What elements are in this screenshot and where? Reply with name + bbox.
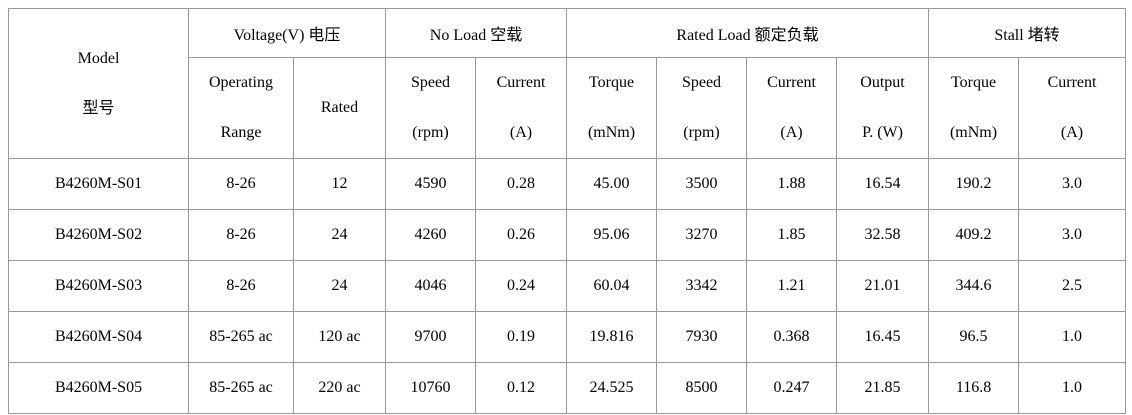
data-row: B4260M-S04 85-265 ac 120 ac 9700 0.19 19.816 7…: [8, 311, 1127, 363]
subheader: Current (A): [1018, 57, 1127, 159]
data-cell: 1.0: [1018, 311, 1127, 363]
cell-line: (A): [509, 124, 533, 141]
data-row: B4260M-S01 8-26 12 4590 0.28 45.00 3500 1.88 16.…: [8, 158, 1127, 210]
data-cell: 10760: [385, 362, 476, 414]
cell-line: Rated: [320, 99, 359, 116]
data-cell: 21.01: [835, 260, 930, 312]
cell-line: (rpm): [412, 124, 449, 141]
data-cell: B4260M-S01: [8, 158, 189, 210]
data-cell: 60.04: [566, 260, 657, 312]
data-cell: 16.45: [835, 311, 930, 363]
data-cell: 96.5: [928, 311, 1020, 363]
cell-line: Model: [77, 49, 120, 67]
cell-line: (mNm): [949, 124, 998, 141]
data-cell: 0.368: [746, 311, 837, 363]
subheader: Current (A): [746, 57, 837, 159]
cell-line: Torque: [588, 74, 635, 91]
data-cell: 24: [293, 209, 386, 261]
cell-line: (A): [1060, 124, 1084, 141]
data-cell: 85-265 ac: [188, 362, 294, 414]
cell-line: (rpm): [683, 124, 720, 141]
data-cell: 45.00: [566, 158, 657, 210]
cell-line: Operating: [209, 74, 273, 91]
cell-line: Speed: [410, 74, 451, 91]
cell-line: Speed: [681, 74, 722, 91]
cell-line: Current: [1047, 74, 1097, 91]
cell-line: Current: [767, 74, 816, 91]
header-row: Model 型号 Voltage(V) 电压 No Load 空载 Rated Load…: [8, 8, 1127, 159]
group-header: Rated Load 额定负载: [565, 8, 930, 58]
cell-line: Current: [496, 74, 546, 91]
group-header: No Load 空载: [385, 8, 567, 58]
data-cell: 3500: [656, 158, 747, 210]
data-cell: 1.88: [746, 158, 837, 210]
cell-line: 型号: [82, 99, 115, 117]
data-cell: 8-26: [188, 158, 294, 210]
data-cell: 19.816: [566, 311, 657, 363]
data-cell: 3.0: [1018, 158, 1127, 210]
data-cell: 120 ac: [293, 311, 386, 363]
subheader: Output P. (W): [835, 57, 930, 159]
data-cell: B4260M-S03: [8, 260, 189, 312]
subheader: Speed (rpm): [385, 57, 476, 159]
data-row: B4260M-S02 8-26 24 4260 0.26 95.06 3270 1.85 32.…: [8, 209, 1127, 261]
data-cell: 8-26: [188, 260, 294, 312]
subheader: Rated: [293, 57, 386, 159]
data-cell: 8500: [656, 362, 747, 414]
group-header: Voltage(V) 电压: [188, 8, 386, 58]
cell-line: P. (W): [862, 124, 903, 141]
data-cell: 2.5: [1018, 260, 1127, 312]
data-cell: 0.26: [475, 209, 567, 261]
data-cell: 0.247: [746, 362, 837, 414]
data-cell: 32.58: [835, 209, 930, 261]
data-cell: 0.28: [475, 158, 567, 210]
data-cell: 3342: [656, 260, 747, 312]
model-header: Model 型号: [8, 8, 189, 159]
spec-table: Model 型号 Voltage(V) 电压 No Load 空载 Rated Load…: [8, 8, 1127, 414]
data-cell: 1.21: [746, 260, 837, 312]
subheader: Operating Range: [188, 57, 294, 159]
data-cell: 4590: [385, 158, 476, 210]
data-cell: 1.0: [1018, 362, 1127, 414]
data-cell: 21.85: [835, 362, 930, 414]
cell-line: (mNm): [587, 124, 636, 141]
data-cell: 220 ac: [293, 362, 386, 414]
data-cell: 116.8: [928, 362, 1020, 414]
data-cell: 7930: [656, 311, 747, 363]
data-cell: 85-265 ac: [188, 311, 294, 363]
data-cell: 8-26: [188, 209, 294, 261]
data-cell: 190.2: [928, 158, 1020, 210]
cell-line: Output: [860, 74, 905, 91]
data-cell: 3270: [656, 209, 747, 261]
data-cell: 3.0: [1018, 209, 1127, 261]
data-cell: 344.6: [928, 260, 1020, 312]
data-cell: 24.525: [566, 362, 657, 414]
data-cell: 24: [293, 260, 386, 312]
data-cell: 409.2: [928, 209, 1020, 261]
subheader: Speed (rpm): [656, 57, 747, 159]
data-cell: 95.06: [566, 209, 657, 261]
data-cell: B4260M-S02: [8, 209, 189, 261]
data-cell: B4260M-S05: [8, 362, 189, 414]
subheader: Torque (mNm): [928, 57, 1020, 159]
data-row: B4260M-S05 85-265 ac 220 ac 10760 0.12 24.525…: [8, 362, 1127, 414]
data-cell: 12: [293, 158, 386, 210]
data-row: B4260M-S03 8-26 24 4046 0.24 60.04 3342 1.21 21.…: [8, 260, 1127, 312]
data-cell: 1.85: [746, 209, 837, 261]
data-cell: 4046: [385, 260, 476, 312]
cell-line: (A): [780, 124, 803, 141]
data-cell: 0.24: [475, 260, 567, 312]
cell-line: Range: [220, 124, 262, 141]
data-cell: 0.12: [475, 362, 567, 414]
data-cell: 4260: [385, 209, 476, 261]
data-cell: 9700: [385, 311, 476, 363]
data-cell: B4260M-S04: [8, 311, 189, 363]
subheader: Current (A): [475, 57, 567, 159]
cell-line: Torque: [950, 74, 997, 91]
data-cell: 0.19: [475, 311, 567, 363]
subheader: Torque (mNm): [566, 57, 657, 159]
data-cell: 16.54: [835, 158, 930, 210]
subheader-row: Operating Range Rated Speed (rpm) Current (A) T…: [9, 57, 1127, 159]
group-header: Stall 堵转: [928, 8, 1127, 58]
